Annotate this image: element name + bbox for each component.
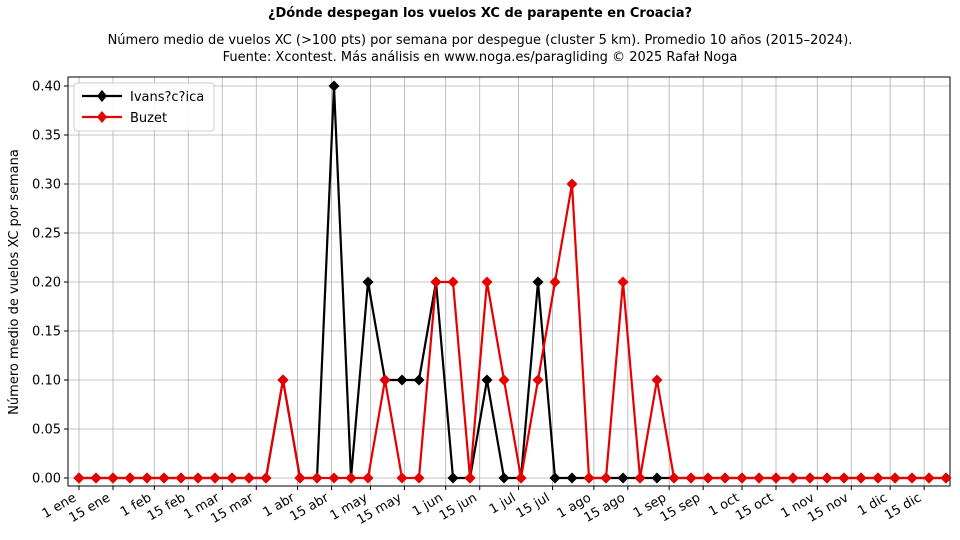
x-tick-label: 15 dic [882, 490, 924, 523]
series-layer [73, 80, 952, 484]
data-point-buzet [226, 472, 238, 484]
data-point-ivanscica [532, 276, 544, 288]
y-axis-label: Número medio de vuelos XC por semana [7, 149, 22, 415]
data-point-buzet [515, 472, 527, 484]
data-point-ivanscica [328, 80, 340, 92]
data-point-buzet [685, 472, 697, 484]
data-point-buzet [447, 276, 459, 288]
data-point-buzet [617, 276, 629, 288]
data-point-ivanscica [396, 374, 408, 386]
data-point-buzet [413, 472, 425, 484]
data-point-buzet [770, 472, 782, 484]
data-point-buzet [651, 374, 663, 386]
data-point-buzet [481, 276, 493, 288]
data-point-ivanscica [447, 472, 459, 484]
data-point-buzet [379, 374, 391, 386]
data-point-ivanscica [617, 472, 629, 484]
data-point-buzet [124, 472, 136, 484]
data-point-buzet [141, 472, 153, 484]
x-tick-label: 1 jul [487, 490, 519, 517]
y-tick-label: 0.00 [32, 472, 61, 487]
data-point-buzet [498, 374, 510, 386]
y-tick-label: 0.25 [32, 227, 61, 242]
y-tick-label: 0.35 [32, 129, 61, 144]
data-point-buzet [362, 472, 374, 484]
data-point-buzet [906, 472, 918, 484]
data-point-buzet [923, 472, 935, 484]
data-point-buzet [583, 472, 595, 484]
x-tick-label: 15 abr [287, 490, 332, 524]
y-tick-label: 0.15 [32, 325, 61, 340]
data-point-buzet [566, 178, 578, 190]
data-point-buzet [821, 472, 833, 484]
data-point-ivanscica [549, 472, 561, 484]
y-axis: 0.00 0.05 0.10 0.15 0.20 0.25 0.30 0.35 0.40 [32, 80, 68, 487]
x-tick-label: 15 jul [514, 490, 553, 521]
legend-label-buzet: Buzet [130, 111, 167, 126]
data-point-buzet [736, 472, 748, 484]
data-point-buzet [243, 472, 255, 484]
data-point-buzet [73, 472, 85, 484]
data-point-buzet [294, 472, 306, 484]
data-point-buzet [702, 472, 714, 484]
data-point-buzet [600, 472, 612, 484]
data-point-buzet [855, 472, 867, 484]
data-point-buzet [787, 472, 799, 484]
data-point-buzet [175, 472, 187, 484]
data-point-buzet [277, 374, 289, 386]
data-point-buzet [753, 472, 765, 484]
x-tick-label: 15 jun [437, 490, 480, 523]
chart-subtitle-line-1: Número medio de vuelos XC (>100 pts) por… [108, 33, 853, 48]
legend-marker-ivanscica [97, 90, 107, 102]
y-tick-label: 0.30 [32, 178, 61, 193]
data-point-ivanscica [651, 472, 663, 484]
data-point-buzet [328, 472, 340, 484]
data-point-buzet [311, 472, 323, 484]
data-point-buzet [430, 276, 442, 288]
chart-title: ¿Dónde despegan los vuelos XC de parapen… [268, 6, 692, 21]
data-point-buzet [396, 472, 408, 484]
data-point-buzet [634, 472, 646, 484]
plot-area [67, 76, 951, 487]
data-point-buzet [719, 472, 731, 484]
y-tick-label: 0.10 [32, 374, 61, 389]
grid [68, 77, 950, 486]
legend: Ivans?c?ica Buzet [73, 82, 215, 132]
data-point-ivanscica [566, 472, 578, 484]
data-point-buzet [804, 472, 816, 484]
y-tick-label: 0.40 [32, 80, 61, 95]
data-point-buzet [260, 472, 272, 484]
legend-marker-buzet [97, 111, 107, 123]
data-point-buzet [90, 472, 102, 484]
data-point-ivanscica [362, 276, 374, 288]
data-point-buzet [549, 276, 561, 288]
data-point-buzet [889, 472, 901, 484]
data-point-buzet [345, 472, 357, 484]
series-line-buzet [79, 183, 946, 480]
data-point-buzet [192, 472, 204, 484]
chart-subtitle-line-2: Fuente: Xcontest. Más análisis en www.no… [223, 50, 738, 65]
data-point-buzet [158, 472, 170, 484]
x-tick-label: 15 oct [733, 490, 776, 523]
data-point-ivanscica [413, 374, 425, 386]
data-point-buzet [940, 472, 952, 484]
data-point-ivanscica [481, 374, 493, 386]
data-point-buzet [209, 472, 221, 484]
y-tick-label: 0.05 [32, 423, 61, 438]
data-point-buzet [464, 472, 476, 484]
data-point-ivanscica [498, 472, 510, 484]
y-tick-label: 0.20 [32, 276, 61, 291]
data-point-buzet [838, 472, 850, 484]
data-point-buzet [872, 472, 884, 484]
x-tick-label: 15 feb [145, 490, 188, 524]
data-point-buzet [668, 472, 680, 484]
data-point-buzet [107, 472, 119, 484]
legend-label-ivanscica: Ivans?c?ica [130, 90, 204, 105]
data-point-buzet [532, 374, 544, 386]
